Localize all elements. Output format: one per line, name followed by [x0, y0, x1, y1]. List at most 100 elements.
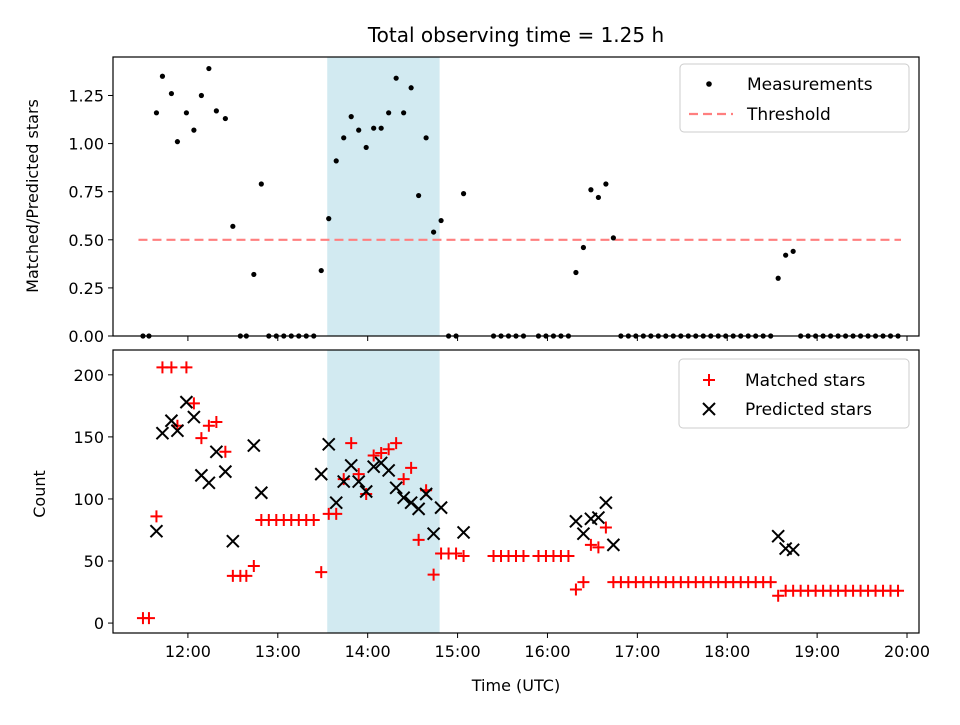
observing-window-span: [327, 57, 440, 336]
measurement-point: [213, 108, 219, 114]
matched-star-point: [345, 437, 358, 450]
predicted-star-point: [411, 502, 426, 516]
legend-measurements-marker: [706, 81, 712, 87]
x-tick-label: 12:00: [165, 642, 211, 661]
top-legend: Measurements Threshold: [679, 63, 910, 133]
measurement-point: [386, 110, 392, 116]
y-tick-label: 1.00: [68, 135, 104, 154]
matched-star-point: [180, 361, 193, 374]
matched-star-point: [892, 584, 905, 597]
measurement-point: [431, 229, 437, 235]
matched-star-point: [367, 449, 380, 462]
matched-star-point: [450, 547, 463, 560]
matched-star-point: [240, 569, 253, 582]
matched-star-point: [315, 566, 328, 579]
measurement-point: [790, 248, 796, 254]
matched-star-point: [307, 514, 320, 527]
predicted-star-point: [187, 410, 201, 424]
predicted-star-point: [351, 474, 366, 489]
measurement-point: [318, 267, 324, 274]
bottom-y-axis-label: Count: [30, 470, 49, 518]
measurement-point: [341, 135, 347, 141]
y-tick-label: 0.75: [68, 183, 104, 202]
predicted-star-point: [170, 423, 185, 438]
measurement-point: [168, 90, 175, 97]
predicted-star-point: [247, 438, 261, 453]
y-tick-label: 200: [73, 366, 104, 385]
measurement-point: [159, 73, 166, 79]
matched-star-point: [562, 550, 575, 563]
measurement-point: [191, 127, 197, 133]
count-points: [136, 361, 905, 625]
measurement-point: [401, 110, 407, 116]
predicted-star-point: [179, 395, 194, 409]
predicted-star-point: [314, 467, 328, 481]
predicted-star-point: [155, 426, 170, 440]
x-tick-label: 13:00: [255, 642, 301, 661]
measurement-point: [588, 187, 594, 193]
matched-star-point: [764, 576, 777, 589]
matched-star-point: [337, 473, 350, 486]
predicted-star-point: [202, 476, 216, 490]
x-tick-label: 17:00: [614, 642, 660, 661]
measurement-point: [326, 216, 332, 222]
matched-star-point: [390, 437, 403, 450]
matched-star-point: [142, 612, 155, 625]
measurement-point: [438, 217, 444, 224]
measurement-point: [775, 275, 781, 281]
legend-predicted-marker: [702, 402, 716, 416]
matched-star-point: [517, 550, 530, 563]
predicted-star-point: [396, 490, 411, 505]
matched-star-point: [584, 538, 597, 551]
matched-star-point: [195, 432, 208, 445]
matched-star-point: [352, 468, 365, 481]
predicted-star-point: [337, 474, 351, 489]
predicted-star-point: [226, 534, 240, 548]
y-tick-label: 100: [73, 490, 104, 509]
predicted-star-point: [254, 486, 269, 500]
top-y-axis-label: Matched/Predicted stars: [23, 99, 42, 293]
bottom-axes-frame: [112, 349, 920, 634]
x-tick-label: 18:00: [704, 642, 750, 661]
bottom-legend-box: [678, 358, 910, 429]
matched-star-point: [375, 447, 388, 460]
matched-star-point: [202, 419, 215, 432]
matched-star-point: [382, 443, 395, 456]
predicted-star-point: [456, 525, 471, 540]
measurement-point: [595, 194, 601, 201]
top-axes-frame: [112, 56, 920, 337]
legend-measurements-label: Measurements: [747, 75, 873, 95]
measurement-point: [393, 75, 399, 81]
measurement-point: [603, 181, 609, 187]
matched-star-point: [577, 576, 590, 589]
matched-star-point: [405, 461, 418, 474]
matched-star-point: [772, 589, 785, 602]
predicted-star-point: [164, 414, 179, 428]
legend-matched-label: Matched stars: [745, 371, 865, 391]
predicted-star-point: [434, 500, 448, 515]
predicted-star-point: [381, 463, 396, 478]
y-tick-label: 0.25: [68, 279, 104, 298]
measurement-point: [580, 244, 587, 251]
measurement-point: [363, 144, 369, 151]
predicted-star-point: [209, 445, 224, 459]
matched-star-point: [210, 415, 223, 428]
predicted-star-point: [218, 464, 233, 479]
measurement-point: [222, 115, 228, 122]
matched-star-point: [569, 583, 582, 596]
x-tick-label: 20:00: [884, 642, 930, 661]
y-tick-label: 0.50: [68, 231, 104, 250]
measurement-point: [783, 252, 789, 258]
measurement-point: [251, 271, 257, 278]
matched-star-point: [360, 487, 373, 500]
matched-star-point: [219, 445, 232, 458]
matched-star-point: [187, 397, 200, 410]
measurement-point: [408, 85, 414, 91]
measurement-point: [198, 92, 204, 99]
y-tick-label: 0.00: [68, 327, 104, 346]
measurement-point: [460, 191, 467, 197]
measurement-point: [333, 158, 339, 164]
x-tick-label: 14:00: [345, 642, 391, 661]
measurement-point: [378, 125, 384, 131]
